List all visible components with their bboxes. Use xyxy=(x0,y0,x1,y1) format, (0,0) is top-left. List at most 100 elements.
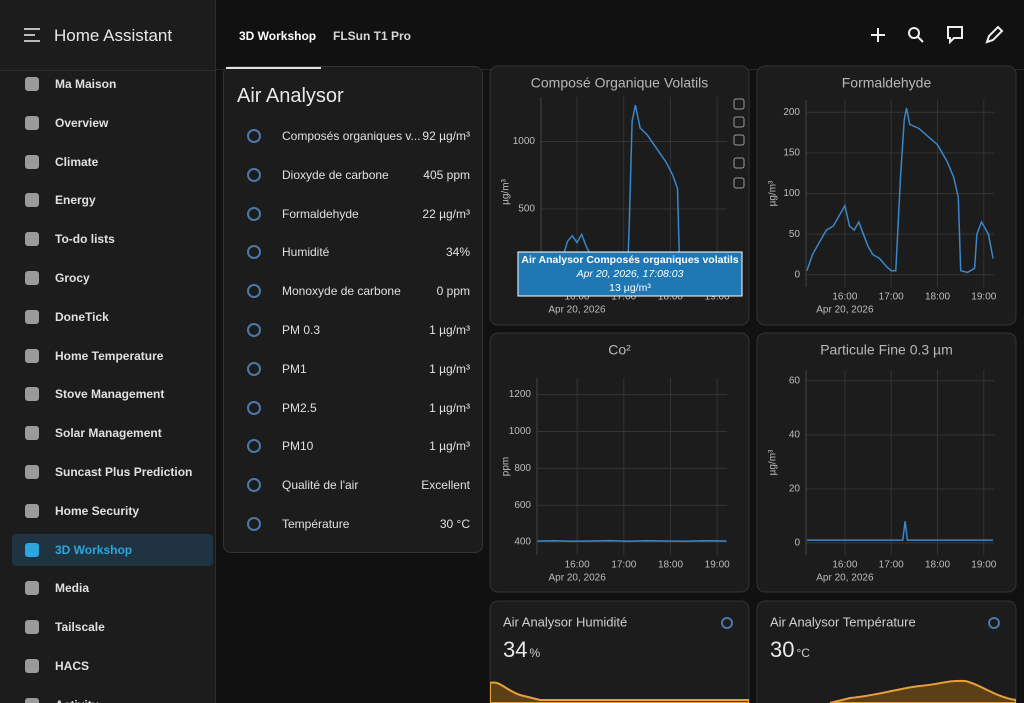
sensor-icon xyxy=(988,617,1000,629)
card-title: Air Analysor xyxy=(237,85,344,107)
chart-card xyxy=(489,332,750,593)
entity-row[interactable]: PM10 1 µg/m³ xyxy=(224,434,482,458)
tab-indicator xyxy=(226,67,321,69)
entity-row[interactable]: PM2.5 1 µg/m³ xyxy=(224,396,482,420)
nav-icon xyxy=(25,697,39,703)
nav-icon xyxy=(25,348,39,363)
nav-icon xyxy=(25,387,39,402)
x-tick-label: 16:00 xyxy=(565,560,590,571)
data-line xyxy=(541,104,727,276)
nav-item[interactable]: Suncast Plus Prediction xyxy=(12,456,213,488)
entity-row[interactable]: Température 30 °C xyxy=(224,512,482,536)
y-tick-label: 150 xyxy=(783,147,800,158)
entity-row[interactable]: Dioxyde de carbone 405 ppm xyxy=(224,163,482,187)
add-button[interactable] xyxy=(871,28,885,42)
nav-label: Grocy xyxy=(55,271,90,285)
nav-label: Overview xyxy=(55,115,109,130)
assist-button[interactable] xyxy=(947,26,963,45)
nav-item[interactable]: To-do lists xyxy=(12,223,213,255)
x-sublabel: Apr 20, 2026 xyxy=(816,573,874,584)
nav-item[interactable]: Tailscale xyxy=(12,611,213,643)
nav-item[interactable]: HACS xyxy=(12,650,213,682)
entity-row[interactable]: Qualité de l'air Excellent xyxy=(224,473,482,497)
nav-item[interactable]: Solar Management xyxy=(12,417,213,449)
sensor-title: Air Analysor Humidité xyxy=(503,614,627,629)
nav-item[interactable]: Overview xyxy=(12,107,213,139)
entity-value: 34% xyxy=(445,245,470,260)
entity-name: Formaldehyde xyxy=(282,206,359,221)
nav-icon xyxy=(25,581,39,596)
entity-icon xyxy=(247,206,261,221)
nav-icon xyxy=(25,271,39,285)
nav-icon xyxy=(25,659,39,673)
nav-icon xyxy=(25,426,39,441)
menu-button[interactable] xyxy=(24,28,40,42)
nav-item[interactable]: Stove Management xyxy=(12,378,213,410)
sensor-unit: % xyxy=(529,646,540,660)
y-tick-label: 500 xyxy=(518,203,535,214)
entity-name: Température xyxy=(282,517,350,531)
x-tick-label: 17:00 xyxy=(879,560,904,571)
nav-item[interactable]: Home Security xyxy=(12,495,213,527)
entities-card: Air Analysor Composés organiques v... 92 … xyxy=(223,66,483,553)
nav-icon xyxy=(25,193,39,208)
nav-item[interactable]: Home Temperature xyxy=(12,340,213,372)
entity-row[interactable]: Composés organiques v... 92 µg/m³ xyxy=(224,124,482,148)
toolbar-button xyxy=(733,134,745,146)
nav-label: Ma Maison xyxy=(55,77,117,91)
y-tick-label: 800 xyxy=(514,463,531,474)
x-sublabel: Apr 20, 2026 xyxy=(549,573,607,584)
nav-label: Home Security xyxy=(55,503,140,518)
search-button[interactable] xyxy=(908,27,924,43)
nav-label: Tailscale xyxy=(55,620,105,635)
nav-item[interactable]: 3D Workshop xyxy=(12,533,213,566)
nav-label: Solar Management xyxy=(55,426,162,441)
y-axis-label: ppm xyxy=(501,457,512,476)
entity-row[interactable]: Humidité 34% xyxy=(224,240,482,264)
y-axis-label: µg/m³ xyxy=(501,178,512,204)
y-tick-label: 400 xyxy=(514,537,531,548)
nav-item[interactable]: Activity xyxy=(12,689,213,703)
x-tick-label: 16:00 xyxy=(832,560,857,571)
y-tick-label: 100 xyxy=(783,188,800,199)
entity-name: PM10 xyxy=(282,439,314,454)
header-actions xyxy=(871,25,1004,45)
nav-item[interactable]: Media xyxy=(12,572,213,604)
x-tick-label: 18:00 xyxy=(658,292,683,303)
sensor-icon xyxy=(721,617,733,629)
y-tick-label: 1000 xyxy=(513,136,536,147)
entity-value: 1 µg/m³ xyxy=(429,400,470,415)
entity-value: 1 µg/m³ xyxy=(429,361,470,376)
nav-label: Stove Management xyxy=(55,387,165,402)
y-tick-label: 600 xyxy=(514,500,531,511)
nav-label: Suncast Plus Prediction xyxy=(55,465,193,479)
nav-item[interactable]: Climate xyxy=(12,146,213,178)
x-tick-label: 19:00 xyxy=(971,292,996,303)
tab[interactable]: 3D Workshop xyxy=(239,29,317,43)
entity-icon xyxy=(247,129,261,143)
toolbar-button xyxy=(733,157,745,169)
x-sublabel: Apr 20, 2026 xyxy=(816,305,874,316)
entity-row[interactable]: Monoxyde de carbone 0 ppm xyxy=(224,279,482,303)
entity-icon xyxy=(247,361,261,376)
tooltip xyxy=(517,251,743,297)
nav-label: Home Temperature xyxy=(55,348,164,363)
entity-row[interactable]: PM1 1 µg/m³ xyxy=(224,357,482,381)
entity-row[interactable]: PM 0.3 1 µg/m³ xyxy=(224,318,482,342)
nav-item[interactable]: Ma Maison xyxy=(12,68,213,100)
nav-item[interactable]: Energy xyxy=(12,184,213,216)
entity-row[interactable]: Formaldehyde 22 µg/m³ xyxy=(224,202,482,226)
nav-item[interactable]: Grocy xyxy=(12,262,213,294)
edit-button[interactable] xyxy=(985,25,1004,44)
entity-value: 405 ppm xyxy=(423,167,470,182)
sensor-unit: °C xyxy=(796,646,810,660)
nav-label: Media xyxy=(55,581,90,596)
sensor-card xyxy=(489,600,750,703)
entity-name: Dioxyde de carbone xyxy=(282,167,389,182)
entity-name: Qualité de l'air xyxy=(282,478,359,493)
chart-card xyxy=(756,65,1017,326)
entity-name: Humidité xyxy=(282,245,330,260)
nav-item[interactable]: DoneTick xyxy=(12,301,213,333)
tab[interactable]: FLSun T1 Pro xyxy=(333,29,411,43)
